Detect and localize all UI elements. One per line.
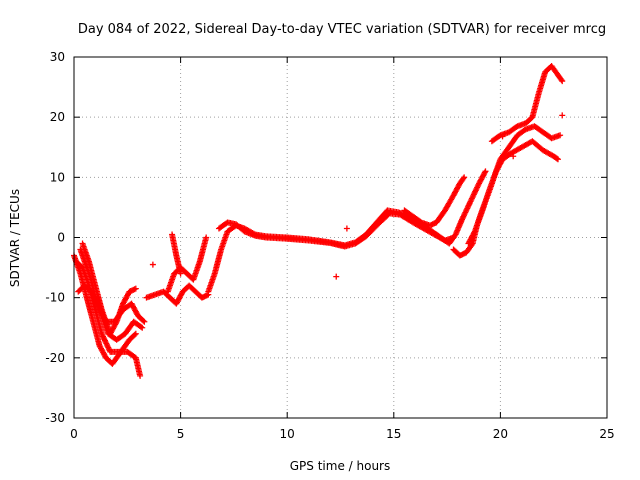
x-axis-label: GPS time / hours: [290, 459, 391, 473]
x-tick-label: 10: [280, 427, 295, 441]
series-track-7: [164, 234, 210, 295]
y-tick-label: 30: [50, 50, 65, 64]
data-point: [139, 324, 146, 331]
x-tick-label: 15: [386, 427, 401, 441]
data-point: [557, 132, 564, 139]
series-track-6: [143, 282, 212, 307]
data-point: [137, 372, 144, 379]
data-point: [132, 330, 139, 337]
data-point: [499, 133, 506, 140]
data-point: [140, 317, 147, 324]
data-point: [141, 318, 148, 325]
series-track-10: [215, 210, 457, 250]
y-tick-label: -30: [45, 411, 65, 425]
y-tick-label: 20: [50, 110, 65, 124]
chart-title: Day 084 of 2022, Sidereal Day-to-day VTE…: [78, 22, 606, 37]
data-point: [132, 285, 139, 292]
data-point: [559, 78, 566, 85]
series-track-8: [169, 231, 184, 277]
x-tick-label: 5: [177, 427, 185, 441]
data-point: [554, 156, 561, 163]
data-point: [343, 225, 350, 232]
x-tick-label: 0: [70, 427, 78, 441]
plot-frame: [73, 56, 608, 419]
series-track-5: [79, 240, 139, 337]
data-point: [471, 229, 478, 236]
data-point: [460, 175, 467, 182]
data-point: [138, 323, 145, 330]
data-point: [481, 169, 488, 176]
data-point: [553, 155, 560, 162]
data-points: [71, 63, 566, 379]
data-point: [333, 273, 340, 280]
data-point: [131, 331, 138, 338]
data-point: [177, 270, 184, 277]
x-tick-label: 20: [493, 427, 508, 441]
series-track-12: [412, 168, 489, 247]
y-axis-label: SDTVAR / TECUs: [8, 189, 22, 287]
data-point: [112, 320, 119, 327]
data-point: [558, 76, 565, 83]
series-track-15: [488, 63, 566, 145]
data-point: [559, 112, 566, 119]
data-point: [385, 211, 392, 218]
data-point: [149, 261, 156, 268]
y-tick-label: 0: [57, 231, 65, 245]
series-outliers: [149, 112, 566, 280]
data-point: [203, 234, 210, 241]
axes: 0 5 10 15 20 25 -30 -20 -10 0 10 20 30: [45, 50, 614, 441]
data-point: [461, 174, 468, 181]
y-tick-label: -20: [45, 351, 65, 365]
y-tick-label: -10: [45, 291, 65, 305]
y-tick-label: 10: [50, 170, 65, 184]
x-tick-label: 25: [599, 427, 614, 441]
grid-lines: [74, 57, 607, 418]
series-track-14: [465, 123, 564, 247]
series-track-9: [205, 207, 423, 295]
data-point: [482, 168, 489, 175]
data-point: [510, 153, 517, 160]
